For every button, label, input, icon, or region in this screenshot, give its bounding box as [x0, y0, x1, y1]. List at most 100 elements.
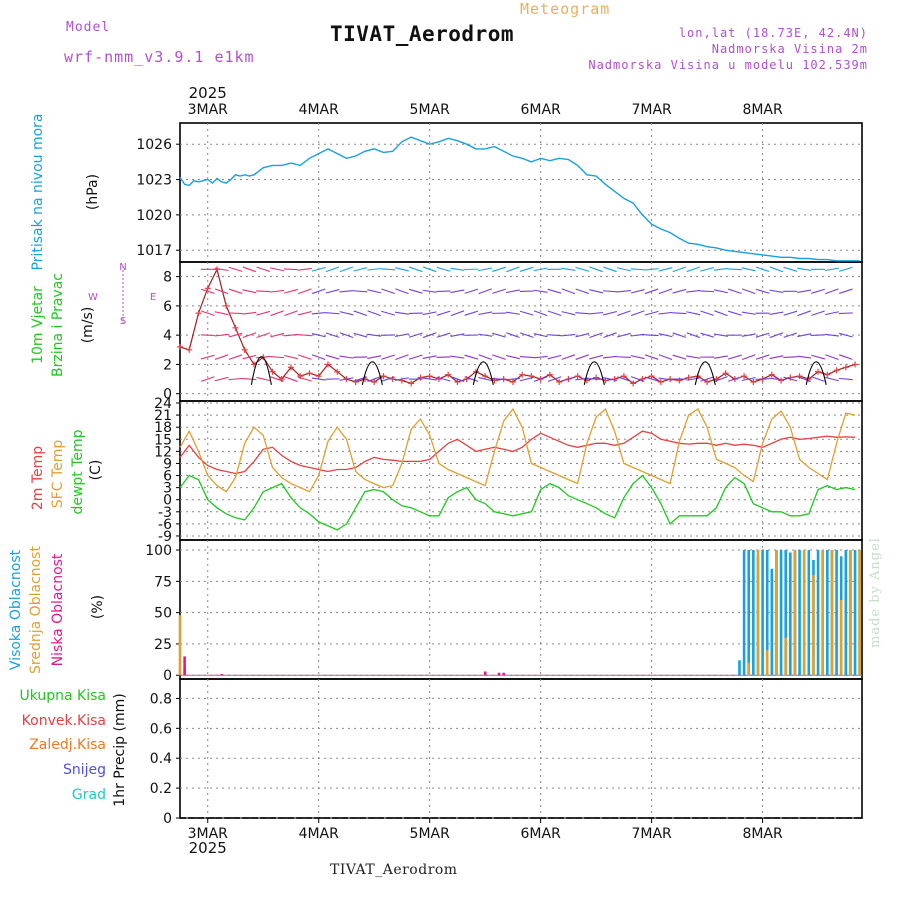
wind-arrow [436, 266, 451, 272]
pressure-label: Pritisak na nivou mora [30, 113, 46, 270]
wind-arrow [797, 267, 812, 272]
wind-arrow [617, 310, 631, 317]
wind-arrow [311, 377, 326, 381]
model-version: wrf-nmm_v3.9.1 e1km [64, 48, 255, 66]
wind-arrow [700, 332, 714, 338]
y-tick-label: 0.2 [150, 781, 172, 797]
wind-arrow [297, 267, 312, 271]
wind-arrow [270, 356, 285, 359]
temp-line-1 [179, 407, 856, 493]
cloud-bar [770, 568, 774, 676]
wind-arrow [672, 288, 687, 294]
wind-arrow [297, 376, 312, 382]
sfctemp-label: SFC Temp [50, 440, 66, 509]
wind-arrow [339, 332, 354, 339]
x-tick-label-top: 4MAR [299, 102, 340, 118]
wind-arrow [575, 312, 590, 315]
wind-arrow [769, 289, 784, 293]
wind-arrow [589, 354, 604, 360]
wind-arrow [478, 376, 493, 382]
wind-arrow [228, 266, 243, 272]
wind-arrow [395, 288, 409, 295]
wind-arrow [256, 310, 271, 316]
pressure-unit-label: (hPa) [85, 174, 101, 210]
wind-arrow [575, 332, 590, 338]
wind-arrow [603, 377, 617, 382]
wind-arrow [741, 377, 756, 382]
wind-arrow [561, 354, 576, 360]
wind-arrow [394, 311, 409, 315]
wind-arrow [561, 333, 576, 337]
cloud-bar [830, 550, 834, 676]
cloud-bar [849, 550, 852, 676]
wind-arrow [797, 376, 811, 382]
wind-arrow [727, 354, 742, 360]
wind-arrow [464, 354, 479, 360]
temp-line-2 [179, 474, 856, 531]
wind-arc [472, 361, 494, 386]
wind-arrow [367, 268, 382, 271]
wind-arrow [741, 288, 756, 295]
wind-arrow [519, 356, 534, 359]
wind-arrow [547, 288, 562, 294]
wind-arrow [422, 332, 437, 339]
wind-arc [694, 361, 716, 386]
wind-arrow [270, 376, 284, 382]
wind-arrow [741, 311, 756, 315]
wind-arrow [547, 354, 562, 360]
wind-arrow [450, 376, 465, 382]
wind-arrow [700, 290, 715, 293]
wind-arrow [672, 354, 687, 360]
cloud-bar [793, 550, 797, 676]
wind-arrow [311, 311, 326, 315]
wind-arrow [672, 266, 687, 273]
cloud-bar [802, 550, 806, 676]
wind-arrow [797, 333, 812, 338]
wind-arrow [367, 333, 382, 337]
wind-arrow [755, 266, 770, 273]
wind-arrow [409, 266, 423, 273]
wind-arrow [686, 377, 701, 381]
wind-arrow [630, 310, 645, 317]
wind-arrow [533, 355, 548, 359]
y-tick-label: 18 [154, 420, 172, 436]
x-tick-label-top: 8MAR [742, 102, 783, 118]
wind-arrow [325, 354, 340, 360]
wind-arrow [256, 376, 271, 382]
wind-arc [361, 361, 383, 386]
wind-arrow [464, 376, 479, 382]
wind-arrow [658, 354, 673, 361]
wind-arrow [284, 354, 298, 360]
wind-arrow [672, 332, 687, 338]
y-tick-label: 1017 [136, 243, 172, 259]
wind-arrow [519, 376, 534, 382]
wind-arrow [630, 289, 645, 294]
wind-arrow [533, 310, 548, 317]
wind-arrow [394, 333, 409, 338]
panel-frame-temperature [179, 400, 863, 541]
wind-arrow [838, 377, 853, 381]
wind-arrow [714, 310, 728, 317]
wind-arrow [395, 354, 409, 361]
y-tick-label: 0.8 [150, 691, 172, 707]
wind-arrow [519, 266, 534, 272]
wind-arrow [825, 288, 839, 295]
wind-arrow [658, 333, 673, 338]
wind-arrow [825, 354, 839, 360]
wind-arrow [603, 332, 617, 339]
y-tick-label: 15 [154, 432, 172, 448]
cloud-bar [752, 550, 755, 676]
wind-arrow [214, 267, 229, 272]
y-tick-label: 0.6 [150, 721, 172, 737]
cloud-bar [821, 550, 824, 676]
cloud-bar [844, 550, 848, 676]
wind-arrow [214, 354, 229, 360]
wind-arrow [797, 310, 811, 317]
wind-arrow [728, 288, 742, 294]
wind-arrow [741, 267, 756, 272]
y-tick-label: 0 [163, 668, 172, 684]
wind-arrow [422, 355, 437, 359]
wind-arrow [769, 311, 784, 315]
wind-arrow [547, 310, 562, 316]
wind-arrow [492, 266, 506, 272]
